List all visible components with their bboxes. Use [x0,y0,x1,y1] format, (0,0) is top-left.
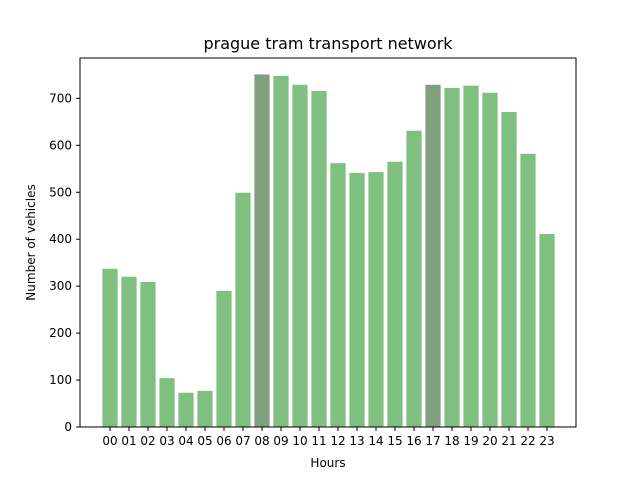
x-tick-label: 17 [425,434,440,448]
bar-14 [368,172,384,427]
bar-03 [159,378,175,427]
bar-05 [197,390,213,427]
x-tick-label: 13 [349,434,364,448]
x-tick-label: 02 [140,434,155,448]
axes-frame [79,57,577,428]
x-tick-label: 22 [520,434,535,448]
x-tick-label: 03 [159,434,174,448]
bar-16 [406,130,422,427]
y-ticks-group: 0 100 200 300 400 500 600 700 [49,91,80,434]
chart-title: prague tram transport network [203,34,453,53]
bar-08 [254,74,270,427]
y-tick-label: 200 [49,326,72,340]
x-tick-label: 15 [387,434,402,448]
y-tick-label: 400 [49,232,72,246]
x-tick-label: 10 [292,434,307,448]
y-tick-label: 500 [49,185,72,199]
x-tick-label: 12 [330,434,345,448]
bar-00 [102,268,118,427]
y-tick-label: 100 [49,373,72,387]
x-tick-label: 11 [311,434,326,448]
bar-19 [463,85,479,427]
x-tick-label: 16 [406,434,421,448]
x-tick-label: 04 [178,434,193,448]
bar-10 [292,84,308,427]
x-tick-label: 00 [102,434,117,448]
x-tick-label: 09 [273,434,288,448]
x-tick-label: 14 [368,434,383,448]
y-tick-label: 300 [49,279,72,293]
x-tick-label: 06 [216,434,231,448]
bar-17 [425,84,441,427]
y-tick-label: 700 [49,91,72,105]
bar-04 [178,392,194,427]
bar-21 [501,111,517,427]
bar-09 [273,75,289,427]
x-tick-label: 19 [463,434,478,448]
x-axis-label: Hours [310,456,345,470]
bar-18 [444,88,460,427]
bar-06 [216,290,232,427]
bar-12 [330,163,346,427]
x-tick-label: 18 [444,434,459,448]
bar-02 [140,281,156,427]
bar-13 [349,173,365,427]
bar-07 [235,192,251,427]
bar-01 [121,276,137,427]
x-tick-label: 05 [197,434,212,448]
bar-20 [482,92,498,428]
bar-15 [387,161,403,428]
x-tick-label: 07 [235,434,250,448]
x-tick-label: 21 [501,434,516,448]
x-tick-label: 20 [482,434,497,448]
x-tick-label: 01 [121,434,136,448]
x-tick-label: 23 [539,434,554,448]
bar-22 [520,153,536,427]
x-tick-label: 08 [254,434,269,448]
x-ticks-group: 00 01 02 03 04 05 06 07 08 09 10 11 12 13 14 15 16 17 18 19… [102,427,555,448]
bar-23 [539,234,555,427]
y-tick-label: 0 [64,420,72,434]
bar-11 [311,90,327,427]
bars-group [102,74,555,428]
y-tick-label: 600 [49,138,72,152]
y-axis-label: Number of vehicles [24,184,38,300]
